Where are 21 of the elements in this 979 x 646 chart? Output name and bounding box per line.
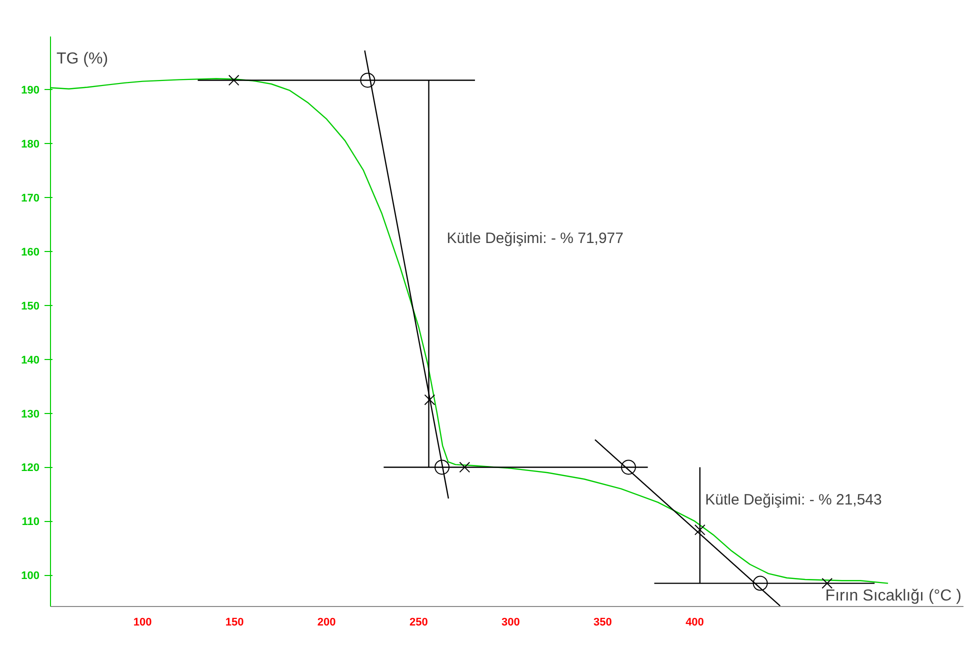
y-tick-label: 180	[21, 138, 40, 150]
y-tick-label: 160	[21, 246, 40, 258]
y-axis-title: TG (%)	[56, 50, 108, 68]
y-tick-label: 120	[21, 462, 40, 474]
x-tick-label: 200	[317, 616, 336, 628]
annotation: Kütle Değişimi: - % 21,543	[705, 491, 882, 508]
y-tick-label: 150	[21, 300, 40, 312]
y-tick-label: 110	[22, 516, 40, 528]
y-tick-label: 170	[21, 192, 40, 204]
x-tick-label: 400	[686, 616, 704, 628]
y-tick-label: 130	[21, 408, 40, 420]
x-tick-label: 150	[225, 616, 244, 628]
y-tick-label: 190	[21, 84, 40, 96]
annotation: Kütle Değişimi: - % 71,977	[446, 230, 624, 247]
y-tick-label: 100	[21, 570, 40, 582]
x-tick-label: 300	[502, 616, 520, 628]
x-tick-label: 250	[409, 616, 428, 628]
x-axis-title: Fırın Sıcaklığı (°C )	[825, 588, 962, 604]
x-tick-label: 100	[133, 616, 152, 628]
x-tick-label: 350	[594, 616, 612, 628]
y-tick-label: 140	[21, 354, 40, 366]
